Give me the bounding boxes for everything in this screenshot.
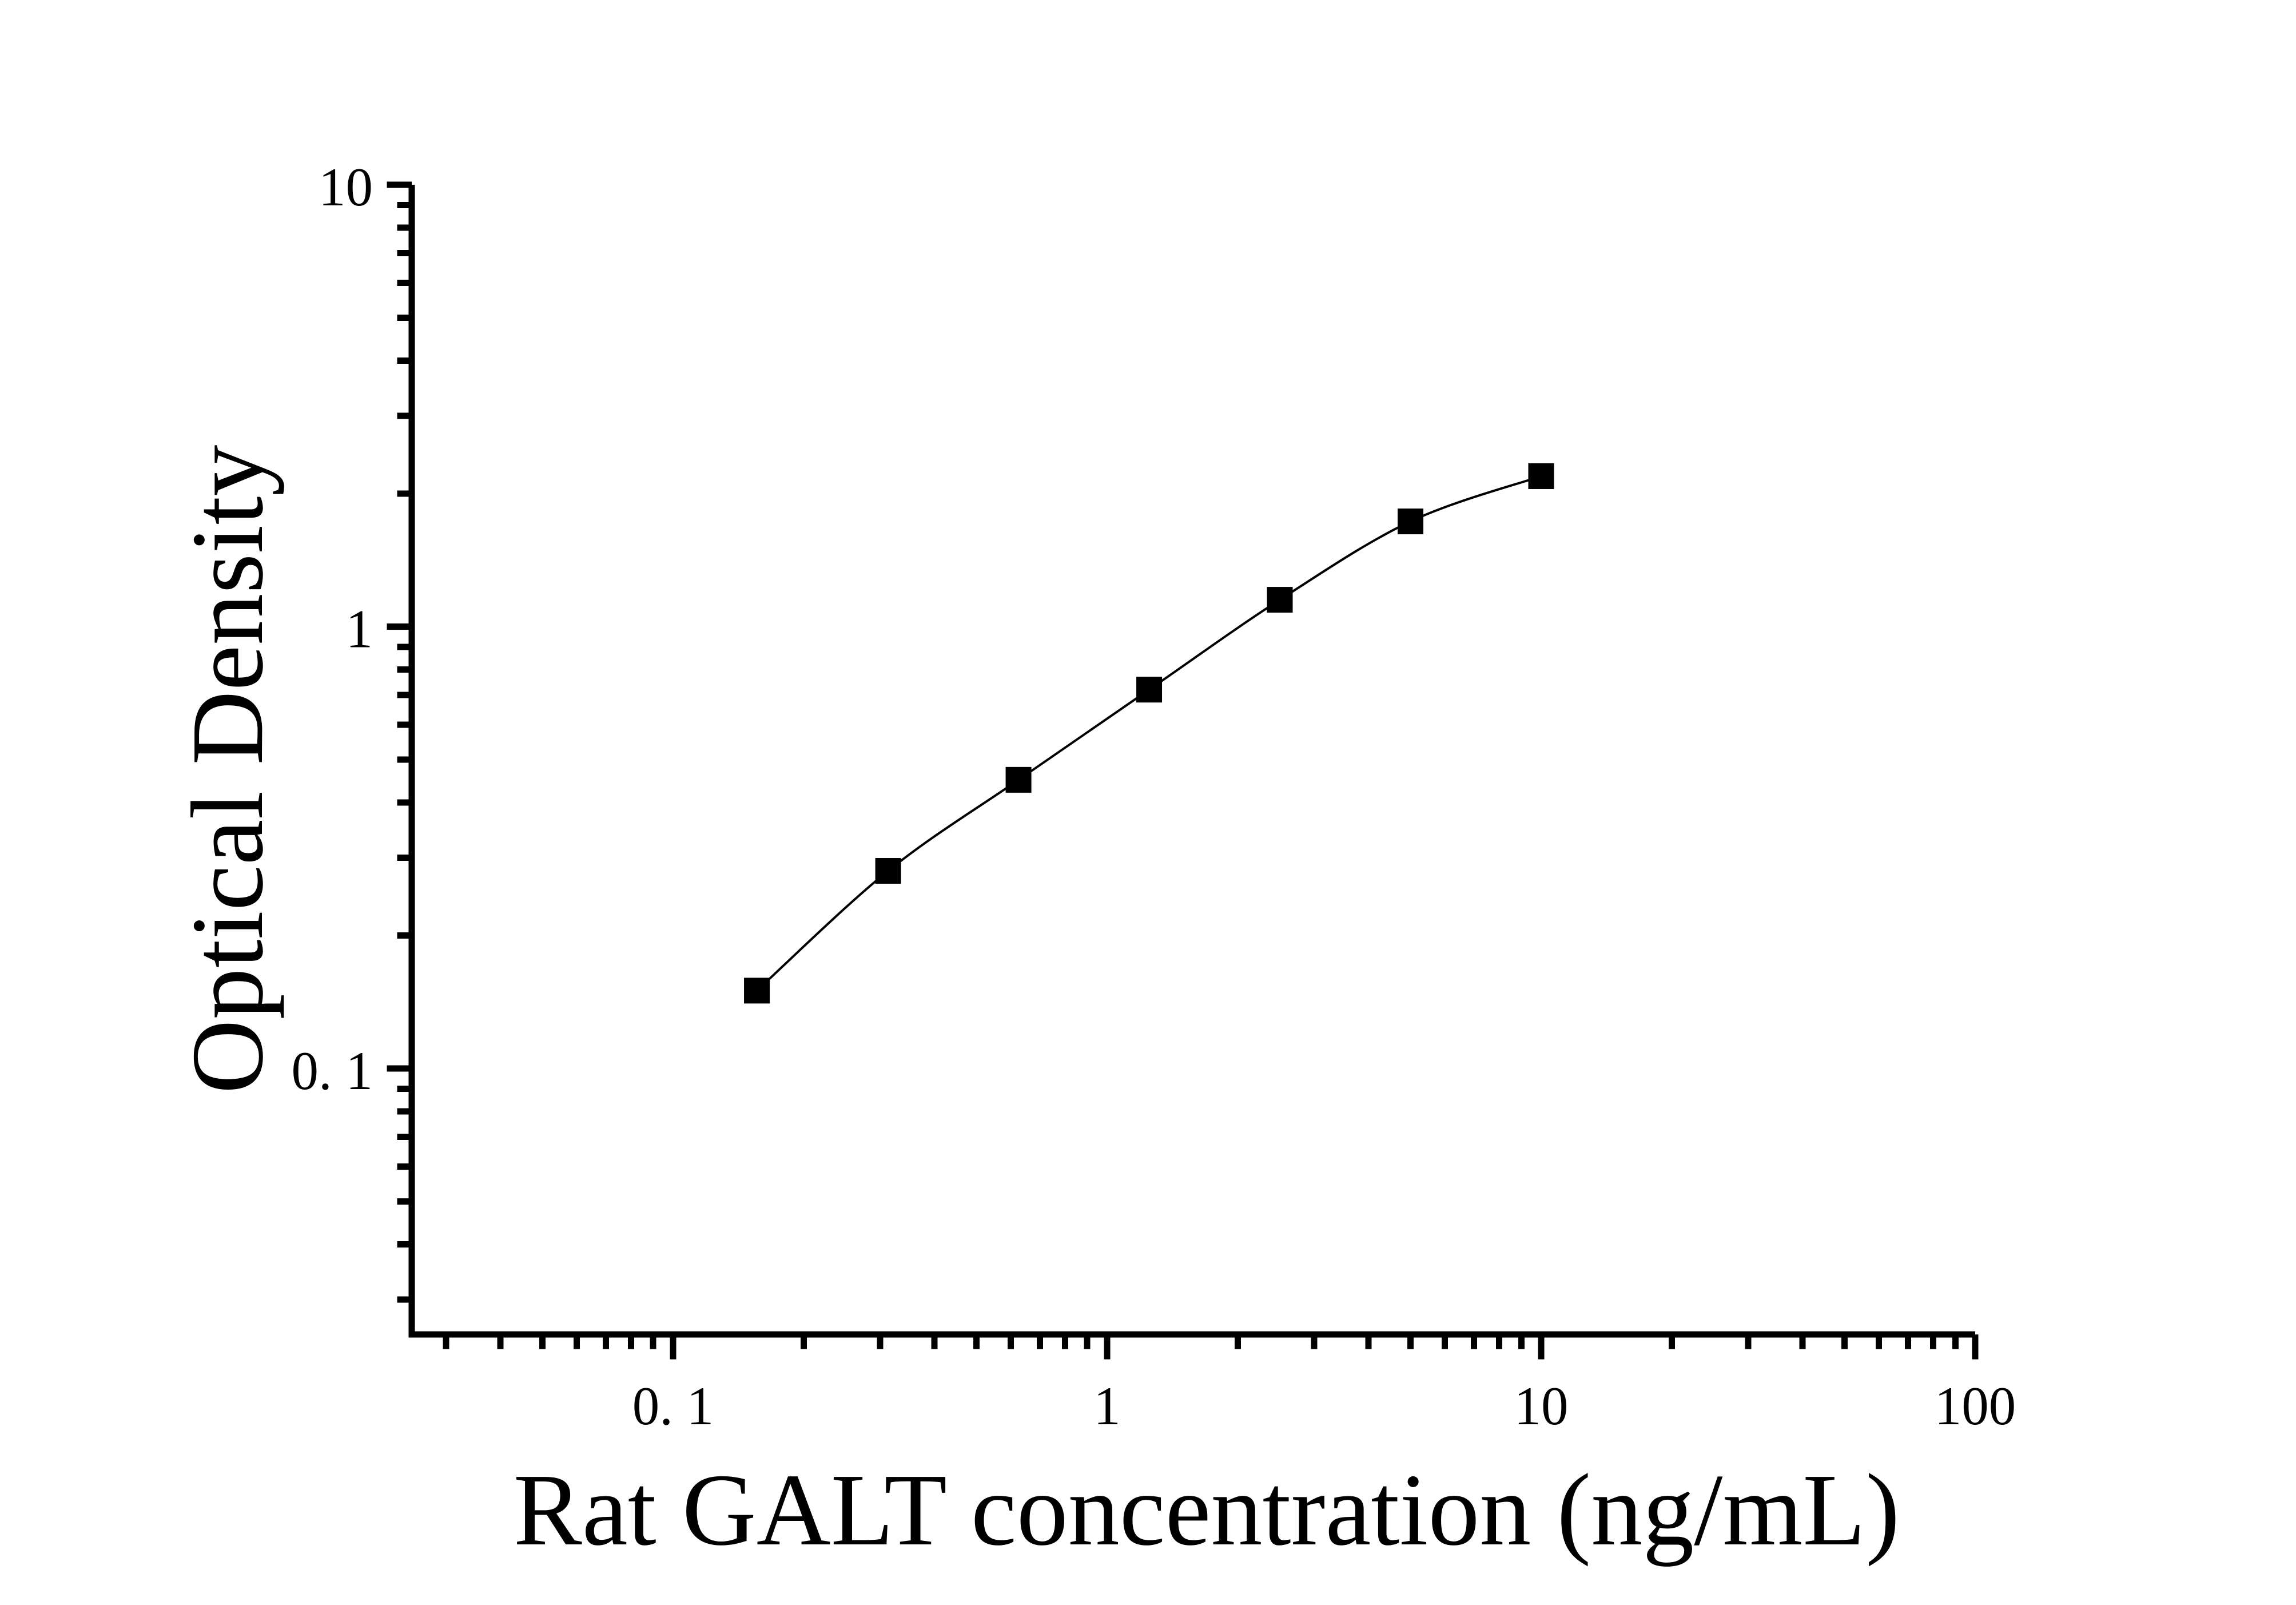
standard-curve [756,475,1542,992]
x-tick-label: 1 [1093,1376,1121,1436]
axis-lines [408,185,1975,1338]
y-tick-label: 0. 1 [292,1040,373,1101]
y-tick-label: 10 [319,157,373,217]
data-point-marker [744,978,770,1004]
x-tick-label: 0. 1 [632,1376,714,1436]
x-tick-label: 10 [1514,1376,1568,1436]
data-point-marker [875,858,901,884]
data-point-marker [1267,587,1293,613]
data-point-marker [1398,508,1424,535]
data-point-marker [1005,766,1032,793]
data-point-marker [1528,463,1554,489]
y-tick-label: 1 [346,598,373,659]
x-axis-title: Rat GALT concentration (ng/mL) [513,1453,1900,1567]
x-tick-label: 100 [1935,1376,2016,1436]
data-point-marker [1136,677,1163,703]
y-axis-title: Optical Density [170,444,284,1094]
